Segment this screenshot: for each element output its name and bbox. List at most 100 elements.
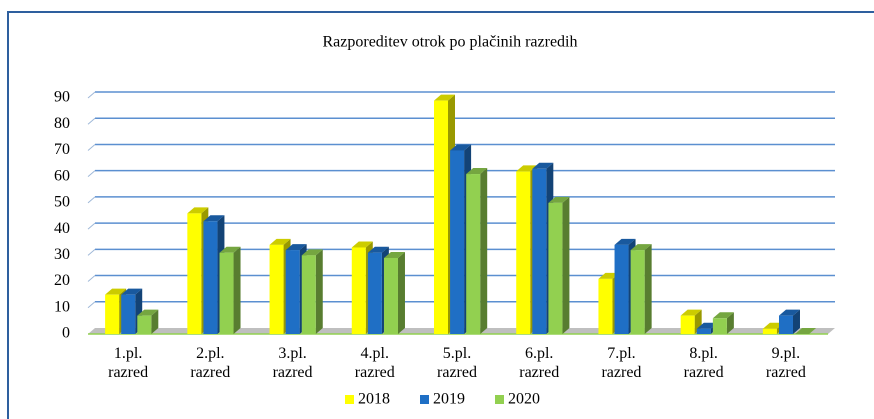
bar: [466, 168, 488, 334]
y-tick-label: 50: [54, 194, 70, 211]
x-tick-label: 6.pl. razred: [519, 345, 560, 381]
bar: [712, 312, 734, 334]
bar-front: [680, 315, 695, 334]
bar-front: [269, 244, 284, 334]
x-tick-label: 3.pl. razred: [272, 345, 313, 381]
bar-side: [480, 168, 488, 334]
bar-front: [548, 202, 563, 334]
bar: [548, 196, 570, 334]
bar-front: [367, 252, 382, 334]
bar-top: [219, 246, 241, 253]
chart-border: [7, 11, 874, 419]
bar-top: [105, 288, 127, 295]
bar-front: [434, 100, 448, 334]
bar-side: [151, 309, 159, 334]
x-tick-label: 1.pl. razred: [108, 345, 149, 381]
y-tick-label: 70: [54, 141, 70, 158]
bar-top: [762, 322, 784, 329]
legend-swatch: [495, 395, 504, 404]
bar-top: [630, 244, 652, 251]
bar: [219, 246, 241, 334]
bar: [795, 328, 817, 334]
legend-label: 2019: [433, 391, 465, 408]
bar-top: [383, 251, 405, 258]
y-tick-label: 0: [62, 325, 70, 342]
y-tick-label: 40: [54, 220, 70, 237]
bar-top: [137, 309, 159, 316]
bar-side: [562, 196, 570, 334]
bar-top: [598, 272, 620, 279]
bar-top: [778, 309, 800, 316]
bar-top: [450, 144, 472, 151]
bar-front: [598, 278, 613, 334]
grid-wall: [87, 275, 96, 282]
bar: [137, 309, 159, 334]
legend-swatch: [420, 395, 429, 404]
bar: [630, 244, 652, 334]
bar-front: [762, 328, 777, 334]
bar-top: [548, 196, 570, 203]
bar-top: [614, 238, 636, 245]
bar-front: [383, 257, 398, 334]
x-tick-label: 5.pl. razred: [437, 345, 477, 381]
x-tick-label: 7.pl. razred: [601, 345, 642, 381]
y-tick-label: 60: [54, 167, 70, 184]
grid-wall: [87, 248, 96, 256]
bar-front: [301, 255, 316, 334]
bar-top: [285, 244, 307, 251]
bar-side: [315, 249, 323, 334]
bar: [383, 251, 405, 334]
grid-wall: [87, 301, 96, 309]
y-tick-label: 30: [54, 246, 70, 263]
bar-front: [532, 168, 547, 334]
bar-top: [121, 288, 143, 295]
bar-top: [434, 94, 455, 101]
bar-top: [367, 246, 389, 253]
bar-top: [269, 238, 291, 245]
grid-wall: [87, 91, 96, 99]
bar-front: [450, 150, 465, 334]
bar: [680, 309, 702, 334]
grid-wall: [87, 222, 96, 230]
bar-front: [285, 250, 300, 334]
bar-front: [778, 315, 793, 334]
bar-front: [630, 250, 645, 334]
grid-wall: [87, 144, 96, 151]
bar-top: [712, 312, 734, 319]
y-tick-label: 90: [54, 89, 70, 106]
bar-top: [301, 249, 323, 256]
bar-top: [795, 328, 817, 334]
bar-front: [187, 213, 202, 334]
bar-front: [137, 315, 152, 334]
bar-top: [187, 207, 209, 214]
bar-front: [219, 252, 234, 334]
bar-side: [397, 251, 405, 334]
bar-front: [614, 244, 629, 334]
x-tick-label: 9.pl. razred: [765, 345, 806, 381]
bar-side: [792, 309, 800, 334]
bar-front: [696, 328, 711, 334]
x-tick-label: 8.pl. razred: [683, 345, 724, 381]
bar-side: [233, 246, 241, 334]
bar-front: [105, 294, 120, 334]
bar-top: [696, 322, 718, 329]
y-tick-label: 80: [54, 115, 70, 132]
bar-side: [726, 312, 734, 334]
y-tick-label: 10: [54, 298, 70, 315]
bar-side: [644, 244, 652, 334]
x-tick-label: 4.pl. razred: [354, 345, 395, 381]
bar-front: [516, 171, 531, 334]
chart-title: Razporeditev otrok po plačinih razredih: [322, 34, 577, 51]
bar: [301, 249, 323, 334]
grid-wall: [87, 170, 96, 178]
legend-swatch: [345, 395, 354, 404]
grid-wall: [87, 196, 96, 204]
x-tick-label: 2.pl. razred: [190, 345, 231, 381]
bar-front: [351, 247, 366, 334]
bar-top: [466, 168, 488, 175]
bar-front: [121, 294, 136, 334]
y-tick-label: 20: [54, 272, 70, 289]
bar-front: [203, 221, 218, 334]
